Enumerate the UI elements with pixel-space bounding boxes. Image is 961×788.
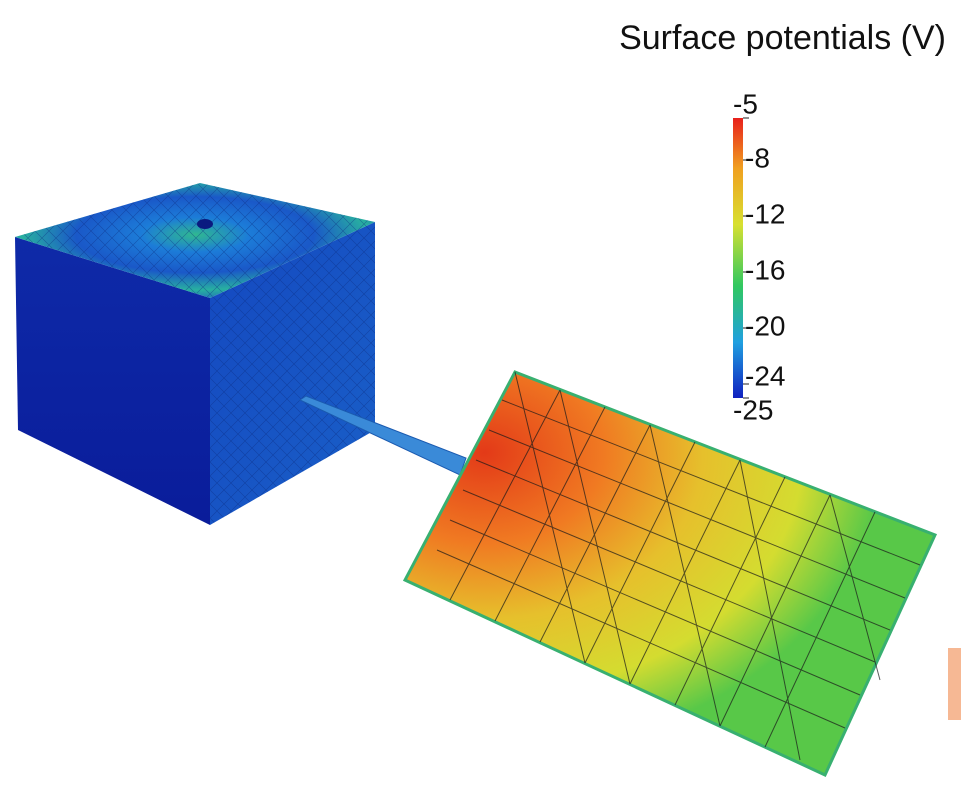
beam [298, 395, 467, 476]
plate [402, 370, 938, 777]
tick-label: -24 [745, 360, 785, 391]
hole [197, 219, 213, 229]
tick-label: -5 [733, 88, 758, 119]
plate-mesh [436, 371, 921, 761]
colorbar-ticks: -5 -8 -12 -16 -20 -24-25 [733, 88, 785, 425]
cube-mesh [210, 222, 375, 525]
cube-mesh [15, 183, 375, 298]
title: Surface potentials (V) [619, 19, 946, 57]
colorbar [733, 118, 743, 398]
tick-label: -12 [745, 198, 785, 229]
tick-label: -20 [745, 310, 785, 341]
tick-label: -16 [745, 254, 785, 285]
cube [15, 183, 375, 525]
plate-surface [402, 370, 938, 777]
tick-label: -8 [745, 142, 770, 173]
tick-label: -25 [733, 394, 773, 425]
edge-shape [948, 648, 961, 720]
cube-left-face [15, 237, 210, 525]
